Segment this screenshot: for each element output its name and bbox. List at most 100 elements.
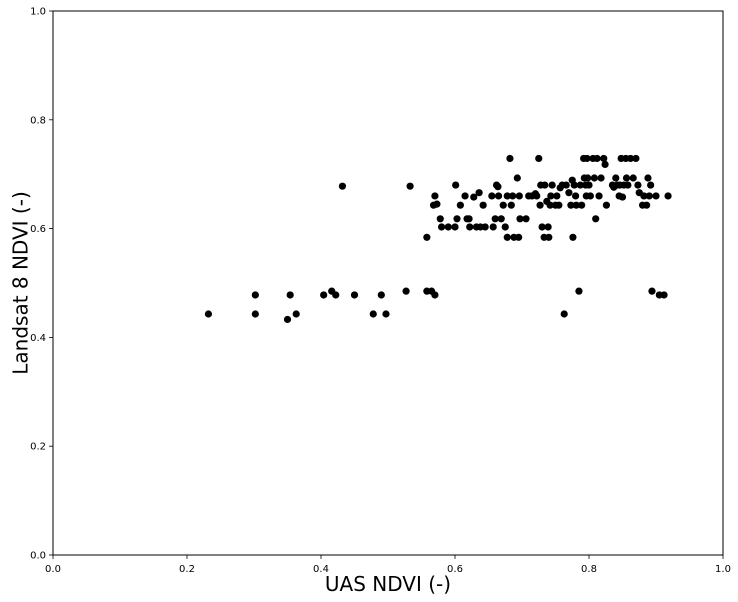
data-points	[204, 154, 672, 324]
data-point	[369, 310, 377, 318]
data-point	[567, 201, 575, 209]
data-point	[431, 291, 439, 299]
data-point	[572, 201, 580, 209]
data-point	[515, 192, 523, 200]
data-point	[624, 181, 632, 189]
data-point	[576, 181, 584, 189]
data-point	[491, 215, 499, 223]
data-point	[555, 201, 563, 209]
data-point	[583, 154, 591, 163]
x-tick-label: 0.6	[447, 564, 463, 575]
data-point	[461, 192, 469, 200]
data-point	[597, 174, 605, 182]
data-point	[479, 201, 487, 209]
data-point	[600, 154, 608, 163]
data-point	[546, 201, 554, 209]
data-point	[516, 215, 524, 223]
data-point	[481, 223, 489, 231]
data-point	[451, 223, 459, 231]
data-point	[489, 223, 497, 231]
x-tick-label: 0.4	[313, 564, 329, 575]
data-point	[402, 287, 410, 295]
data-point	[541, 181, 549, 189]
data-point	[320, 291, 328, 299]
data-point	[515, 233, 523, 241]
y-tick-label: 0.8	[30, 115, 46, 126]
data-point	[545, 233, 553, 241]
data-point	[452, 181, 460, 189]
data-point	[584, 174, 592, 182]
data-point	[570, 181, 578, 189]
data-point	[533, 192, 541, 200]
y-tick-label: 0.6	[30, 224, 46, 235]
data-point	[522, 215, 530, 223]
data-point	[538, 223, 546, 231]
data-point	[569, 233, 577, 241]
data-point	[593, 154, 601, 163]
data-point	[601, 160, 609, 169]
data-point	[444, 223, 452, 231]
data-point	[433, 200, 441, 208]
data-point	[629, 174, 637, 182]
data-point	[595, 192, 603, 200]
data-point	[626, 154, 635, 163]
data-point	[382, 310, 390, 318]
data-point	[204, 310, 213, 318]
data-point	[488, 192, 496, 200]
y-tick-label: 0.4	[30, 333, 46, 344]
x-tick-label: 1.0	[715, 564, 731, 575]
data-point	[535, 154, 543, 163]
data-point	[465, 215, 473, 223]
data-point	[501, 223, 509, 231]
data-point	[640, 192, 648, 200]
data-point	[499, 201, 507, 209]
data-point	[475, 189, 483, 197]
data-point	[286, 291, 294, 299]
data-point	[350, 291, 359, 299]
data-point	[553, 192, 561, 200]
y-tick-label: 0.2	[30, 442, 46, 453]
data-point	[560, 310, 568, 318]
data-point	[497, 215, 505, 223]
data-point	[377, 291, 385, 299]
data-point	[513, 174, 521, 182]
data-point	[660, 291, 668, 299]
data-point	[494, 192, 503, 200]
data-point	[338, 182, 347, 190]
y-axis-title: Landsat 8 NDVI (-)	[9, 191, 33, 375]
data-point	[648, 287, 656, 295]
data-point	[622, 174, 631, 182]
data-point	[470, 193, 478, 201]
data-point	[507, 201, 515, 209]
data-point	[251, 310, 259, 318]
x-axis-ticks: 0.0 0.2 0.4 0.6 0.8 1.0	[45, 555, 731, 575]
data-point	[578, 201, 586, 209]
data-point	[547, 192, 555, 200]
data-point	[438, 223, 446, 231]
data-point	[406, 182, 414, 190]
data-point	[503, 192, 511, 200]
y-axis-ticks: 0.0 0.2 0.4 0.6 0.8 1.0	[30, 7, 53, 562]
data-point	[585, 181, 593, 189]
data-point	[292, 310, 300, 318]
data-point	[431, 192, 439, 200]
data-point	[423, 233, 431, 241]
data-point	[575, 287, 583, 295]
data-point	[634, 181, 642, 189]
data-point	[332, 291, 340, 299]
data-point	[544, 223, 552, 231]
data-point	[602, 201, 611, 209]
data-point	[565, 189, 573, 197]
data-point	[645, 192, 653, 200]
data-point	[436, 215, 444, 223]
data-point	[509, 192, 517, 200]
data-point	[562, 181, 570, 189]
data-point	[536, 201, 544, 209]
data-point	[456, 201, 464, 209]
x-axis-title: UAS NDVI (-)	[325, 572, 451, 596]
data-point	[590, 174, 598, 182]
data-point	[644, 174, 652, 182]
data-point	[652, 192, 660, 200]
plot-area: 0.0 0.2 0.4 0.6 0.8 1.0 0.0 0.2 0.4 0.6 0.8 1.0	[30, 7, 731, 576]
